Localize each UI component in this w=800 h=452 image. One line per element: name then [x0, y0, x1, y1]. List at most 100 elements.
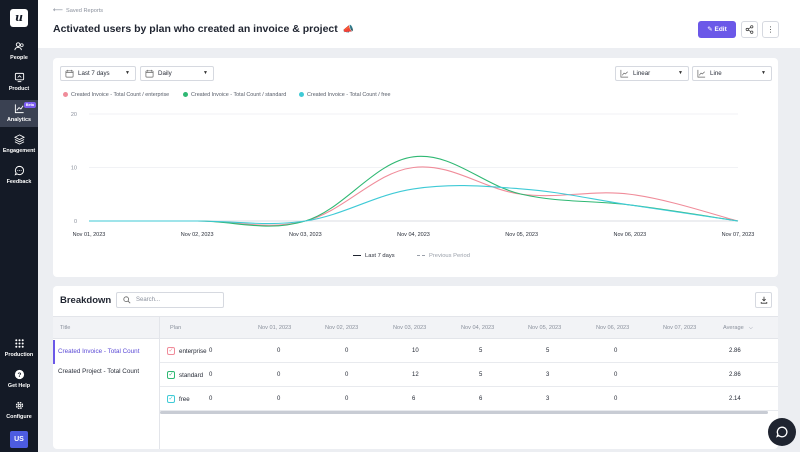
product-icon: [0, 72, 38, 86]
share-button[interactable]: [741, 21, 758, 38]
caret-down-icon: ▼: [678, 70, 683, 76]
interval-select[interactable]: Daily ▼: [140, 66, 214, 81]
sidebar-item-product[interactable]: Product: [0, 69, 38, 96]
column-header-date[interactable]: Nov 04, 2023: [461, 325, 495, 331]
grid-icon: [0, 338, 38, 352]
table-row: ✓ free 0 0 0 6 6 3 0 2.14: [160, 388, 778, 411]
sidebar-item-configure[interactable]: Configure: [0, 397, 38, 424]
sidebar-item-label: Engagement: [2, 148, 36, 154]
column-header-plan: Plan: [170, 325, 182, 331]
megaphone-icon: 📣: [342, 24, 354, 34]
sidebar-item-label: Feedback: [6, 179, 32, 185]
table-cell: 5: [479, 348, 483, 354]
line-chart-icon: [620, 69, 629, 78]
table-cell: 0: [614, 348, 618, 354]
table-cell: 0: [614, 372, 618, 378]
scale-select[interactable]: Linear ▼: [615, 66, 689, 81]
plan-checkbox[interactable]: ✓: [167, 347, 175, 355]
table-cell: 0: [277, 396, 281, 402]
table-header: Title Plan Nov 01, 2023 Nov 02, 2023 Nov…: [53, 316, 778, 339]
back-to-saved-reports-link[interactable]: ⟵ Saved Reports: [53, 7, 104, 14]
table-cell-average: 2.14: [729, 396, 741, 402]
horizontal-scrollbar[interactable]: [160, 411, 768, 414]
more-options-button[interactable]: ⋮: [762, 21, 779, 38]
column-header-date[interactable]: Nov 03, 2023: [393, 325, 427, 331]
sidebar-item-get-help[interactable]: ? Get Help: [0, 366, 38, 393]
date-range-select[interactable]: Last 7 days ▼: [60, 66, 136, 81]
column-header-date[interactable]: Nov 06, 2023: [596, 325, 630, 331]
series-line-standard: [89, 155, 739, 227]
plan-checkbox[interactable]: ✓: [167, 371, 175, 379]
legend-current-period[interactable]: Last 7 days: [353, 253, 395, 259]
table-cell: 12: [412, 372, 419, 378]
series-line-enterprise: [89, 166, 739, 226]
sidebar-item-people[interactable]: People: [0, 38, 38, 65]
table-cell: 6: [479, 396, 483, 402]
calendar-icon: [145, 69, 154, 78]
people-icon: [0, 41, 38, 55]
series-line-free: [89, 185, 739, 225]
pencil-icon: ✎: [707, 26, 715, 33]
kebab-icon: ⋮: [766, 25, 775, 34]
sidebar-item-label: Configure: [6, 414, 32, 420]
table-cell: 5: [546, 348, 550, 354]
download-button[interactable]: [755, 292, 772, 308]
column-divider: [159, 316, 160, 449]
table-cell: 10: [412, 348, 419, 354]
y-tick-label: 0: [74, 219, 77, 225]
table-cell: 0: [345, 372, 349, 378]
breakdown-title: Breakdown: [60, 295, 112, 306]
user-avatar[interactable]: US: [10, 431, 28, 448]
legend-item-free[interactable]: Created Invoice - Total Count / free: [299, 92, 391, 98]
share-icon: [745, 25, 754, 34]
sidebar-item-engagement[interactable]: Engagement: [0, 131, 38, 158]
legend-item-enterprise[interactable]: Created Invoice - Total Count / enterpri…: [63, 92, 169, 98]
breakdown-search-input[interactable]: Search...: [116, 292, 224, 308]
table-cell: 0: [277, 372, 281, 378]
table-cell: 0: [209, 348, 213, 354]
sidebar-item-label: Get Help: [7, 383, 31, 389]
plan-checkbox[interactable]: ✓: [167, 395, 175, 403]
report-header: ⟵ Saved Reports Activated users by plan w…: [38, 0, 800, 48]
x-tick-label: Nov 07, 2023: [722, 232, 755, 238]
chart-card: Last 7 days ▼ Daily ▼ Linear ▼ Line ▼ Create…: [53, 58, 778, 277]
x-tick-label: Nov 06, 2023: [613, 232, 646, 238]
download-icon: [760, 296, 767, 304]
column-header-date[interactable]: Nov 05, 2023: [528, 325, 562, 331]
table-cell: 0: [345, 396, 349, 402]
plan-name: free: [179, 396, 190, 403]
x-tick-label: Nov 04, 2023: [397, 232, 430, 238]
arrow-left-icon: ⟵: [53, 7, 64, 14]
sidebar-item-label: Analytics: [7, 117, 31, 123]
legend-dot: [63, 92, 68, 98]
sidebar-item-production[interactable]: Production: [0, 335, 38, 362]
sidebar-item-label: Production: [4, 352, 34, 358]
table-cell: 0: [209, 372, 213, 378]
breakdown-title-item[interactable]: Created Project - Total Count: [58, 368, 140, 375]
column-header-date[interactable]: Nov 02, 2023: [325, 325, 359, 331]
column-header-date[interactable]: Nov 01, 2023: [258, 325, 292, 331]
chat-icon: [776, 426, 788, 438]
sidebar-item-analytics[interactable]: Beta Analytics: [0, 100, 38, 127]
chat-launcher-button[interactable]: [768, 418, 796, 446]
legend-previous-period[interactable]: Previous Period: [417, 253, 470, 259]
table-cell-average: 2.86: [729, 372, 741, 378]
sidebar-item-feedback[interactable]: Feedback: [0, 162, 38, 189]
legend-item-standard[interactable]: Created Invoice - Total Count / standard: [183, 92, 286, 98]
edit-button[interactable]: ✎ Edit: [698, 21, 736, 38]
column-header-date[interactable]: Nov 07, 2023: [663, 325, 697, 331]
plan-name: enterprise: [179, 348, 207, 355]
table-cell: 0: [209, 396, 213, 402]
column-header-average[interactable]: Average ⌵: [723, 325, 753, 331]
table-row: ✓ enterprise 0 0 0 10 5 5 0 2.86: [160, 340, 778, 363]
table-cell: 3: [546, 396, 550, 402]
legend-dot: [183, 92, 188, 98]
table-cell: 5: [479, 372, 483, 378]
app-logo[interactable]: u: [10, 9, 28, 27]
chart-type-select[interactable]: Line ▼: [692, 66, 772, 81]
sidebar-item-label: People: [10, 55, 28, 61]
table-cell: 0: [277, 348, 281, 354]
caret-down-icon: ▼: [125, 70, 130, 76]
breakdown-title-item[interactable]: Created Invoice - Total Count: [53, 340, 159, 364]
analytics-icon: [0, 103, 38, 117]
